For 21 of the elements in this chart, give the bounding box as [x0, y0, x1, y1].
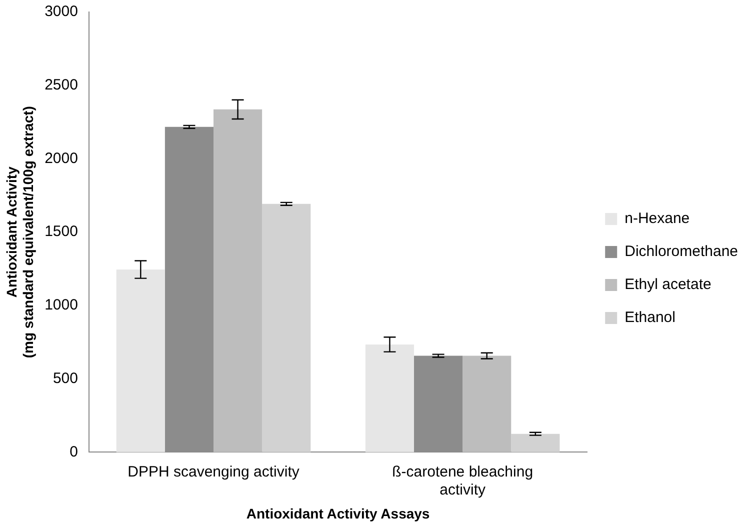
y-tick-label: 1000 [44, 296, 78, 314]
legend-label: Ethyl acetate [624, 276, 712, 294]
legend-label: Ethanol [624, 309, 676, 326]
y-tick-label: 3000 [44, 3, 78, 20]
legend-label: n-Hexane [624, 210, 690, 228]
y-axis-title: Antioxidant Activity (mg standard equivalent/100g extract) [3, 106, 36, 358]
y-tick-label: 500 [52, 370, 78, 387]
bar [262, 204, 311, 452]
y-tick-label: 0 [70, 443, 78, 460]
y-tick-label: 2500 [44, 76, 78, 94]
x-tick-label: DPPH scavenging activity [128, 463, 300, 480]
legend-label: Dichloromethane [624, 243, 738, 260]
bar [214, 109, 262, 452]
y-tick-label: 2000 [44, 150, 78, 167]
bar [365, 344, 414, 452]
bar [462, 356, 512, 452]
bar [116, 270, 165, 452]
x-axis-title: Antioxidant Activity Assays [246, 505, 430, 522]
x-tick-label: ß-carotene bleaching activity [392, 463, 534, 498]
y-tick-label: 1500 [44, 223, 78, 240]
bar [511, 434, 560, 452]
